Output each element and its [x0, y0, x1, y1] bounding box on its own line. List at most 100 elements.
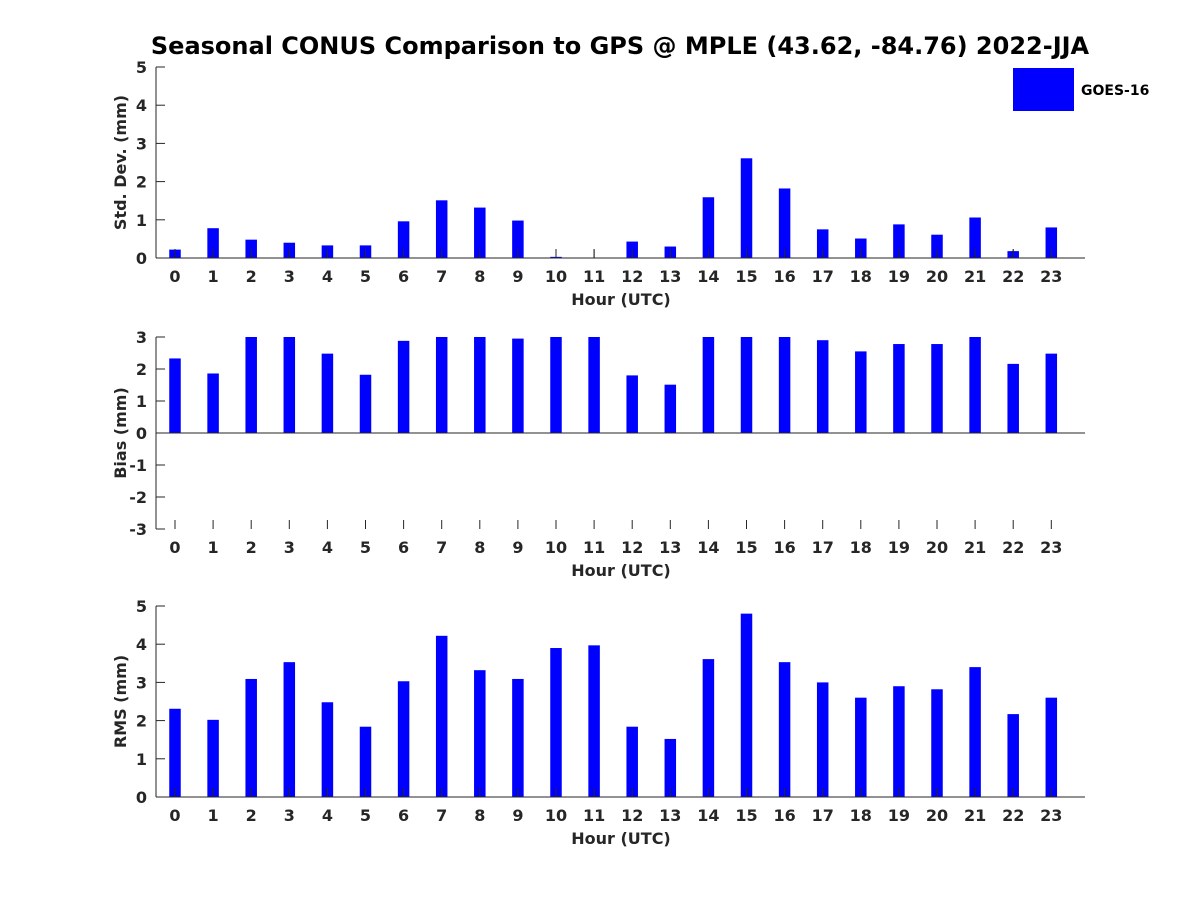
bar	[1007, 363, 1019, 433]
bar	[778, 188, 791, 258]
bar	[702, 659, 715, 797]
bar	[893, 344, 905, 433]
x-tick-label: 21	[964, 538, 986, 557]
y-tick-label: -1	[129, 456, 147, 475]
x-tick-label: 10	[545, 806, 567, 825]
bar	[1045, 227, 1058, 258]
bar	[893, 224, 905, 258]
y-tick-label: -2	[129, 488, 147, 507]
legend-label: GOES-16	[1081, 83, 1149, 99]
bar	[855, 351, 867, 433]
x-tick-label: 6	[398, 538, 409, 557]
bar	[397, 340, 410, 433]
bar	[397, 221, 410, 258]
bar	[474, 670, 486, 797]
panels: 0 1 2 3 4 5 6 7 8 9 10 11 12 13 14 15 16 17 18 19 20 21 22 2301…	[111, 58, 1085, 848]
x-tick-label: 22	[1002, 267, 1024, 286]
x-tick-label: 9	[512, 267, 523, 286]
y-tick-label: 4	[136, 96, 147, 115]
x-tick-label: 6	[398, 267, 409, 286]
x-tick-label: 12	[621, 267, 643, 286]
y-tick-label: 1	[136, 211, 147, 230]
bar	[321, 353, 334, 433]
bar	[207, 373, 219, 433]
x-tick-label: 8	[474, 267, 485, 286]
y-tick-label: 0	[136, 249, 147, 268]
bar	[245, 337, 257, 433]
x-tick-label: 20	[926, 538, 948, 557]
bar	[207, 719, 219, 797]
x-tick-label: 23	[1040, 267, 1062, 286]
x-tick-label: 9	[512, 538, 523, 557]
x-tick-label: 12	[621, 806, 643, 825]
x-tick-label: 23	[1040, 538, 1062, 557]
bar	[245, 239, 257, 258]
x-tick-label: 16	[773, 538, 795, 557]
x-tick-label: 11	[583, 538, 605, 557]
x-tick-label: 8	[474, 806, 485, 825]
bar	[893, 686, 905, 797]
bar	[283, 662, 296, 797]
y-axis-label: Bias (mm)	[111, 387, 130, 479]
bar	[435, 337, 448, 433]
bar	[169, 708, 181, 797]
x-tick-label: 11	[583, 267, 605, 286]
panel-0: 0 1 2 3 4 5 6 7 8 9 10 11 12 13 14 15 16 17 18 19 20 21 22 2301…	[111, 58, 1085, 309]
bar	[626, 375, 638, 433]
x-tick-label: 22	[1002, 806, 1024, 825]
x-tick-label: 0	[169, 806, 180, 825]
x-tick-label: 0	[169, 267, 180, 286]
bar	[816, 340, 829, 433]
y-axis-label: RMS (mm)	[111, 655, 130, 748]
bar	[931, 234, 943, 258]
bar	[855, 238, 867, 258]
x-tick-label: 16	[773, 806, 795, 825]
x-axis-label: Hour (UTC)	[571, 561, 671, 580]
x-tick-label: 1	[208, 806, 219, 825]
x-tick-label: 11	[583, 806, 605, 825]
bar	[283, 337, 296, 433]
y-tick-label: 3	[136, 673, 147, 692]
x-tick-label: 4	[322, 267, 333, 286]
bar	[474, 337, 486, 433]
bar	[855, 697, 867, 797]
x-tick-label: 3	[284, 267, 295, 286]
x-tick-label: 22	[1002, 538, 1024, 557]
bar	[740, 613, 753, 797]
bar	[702, 337, 715, 433]
bar	[588, 337, 600, 433]
x-tick-label: 4	[322, 806, 333, 825]
x-tick-label: 15	[735, 267, 757, 286]
bar	[969, 667, 981, 797]
bar	[931, 344, 943, 433]
x-tick-label: 20	[926, 806, 948, 825]
x-tick-label: 21	[964, 806, 986, 825]
y-tick-label: 3	[136, 328, 147, 347]
bar	[969, 337, 981, 433]
bar	[435, 635, 448, 797]
x-tick-label: 1	[208, 538, 219, 557]
x-tick-label: 8	[474, 538, 485, 557]
x-tick-label: 5	[360, 267, 371, 286]
x-tick-label: 5	[360, 538, 371, 557]
panel-1: 0 1 2 3 4 5 6 7 8 9 10 11 12 13 14 15 16 17 18 19 20 21 22 23-3…	[111, 328, 1085, 580]
x-tick-label: 7	[436, 538, 447, 557]
x-tick-label: 3	[284, 538, 295, 557]
x-tick-label: 14	[697, 267, 719, 286]
bar	[778, 662, 791, 797]
x-tick-label: 17	[812, 267, 834, 286]
x-tick-label: 7	[436, 267, 447, 286]
x-tick-label: 17	[812, 806, 834, 825]
bar	[397, 681, 410, 797]
x-tick-label: 5	[360, 806, 371, 825]
x-axis-label: Hour (UTC)	[571, 290, 671, 309]
bar	[1045, 353, 1058, 433]
y-tick-label: 2	[136, 173, 147, 192]
x-tick-label: 18	[850, 806, 872, 825]
y-tick-label: 5	[136, 58, 147, 77]
x-tick-label: 12	[621, 538, 643, 557]
bar	[321, 702, 334, 797]
x-tick-label: 6	[398, 806, 409, 825]
x-tick-label: 7	[436, 806, 447, 825]
x-tick-label: 17	[812, 538, 834, 557]
